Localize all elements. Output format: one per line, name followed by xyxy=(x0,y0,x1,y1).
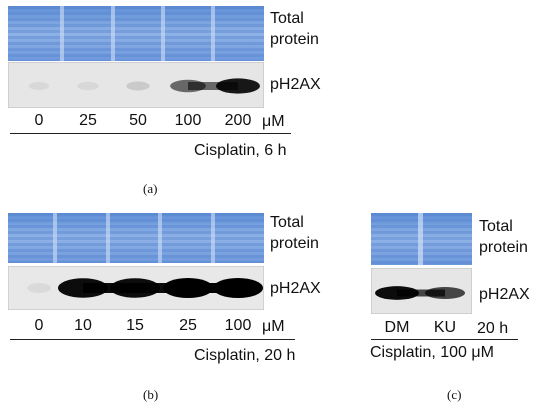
treatment-label-a: Cisplatin, 6 h xyxy=(194,142,287,159)
total-protein-blot-c xyxy=(371,213,472,265)
ph2ax-band xyxy=(28,81,50,91)
lane-label: 15 xyxy=(126,317,144,334)
unit-label-a: μM xyxy=(262,113,285,130)
lane-label: KU xyxy=(433,319,457,336)
caption-c: (c) xyxy=(447,387,462,402)
caption-a: (a) xyxy=(143,181,158,196)
marker-label-c: pH2AX xyxy=(479,286,530,303)
treatment-label-b: Cisplatin, 20 h xyxy=(194,347,296,364)
lane-label: 25 xyxy=(79,112,97,129)
total-protein-label-line1: Total xyxy=(270,10,304,27)
ph2ax-band xyxy=(77,81,99,91)
total-protein-blot-b xyxy=(8,213,264,263)
total-protein-label-line1-c: Total xyxy=(479,218,513,235)
ph2ax-blot-a xyxy=(8,62,264,108)
lane-label: 100 xyxy=(224,317,252,334)
lane-label: 0 xyxy=(34,112,44,129)
marker-label-a: pH2AX xyxy=(270,76,321,93)
total-protein-label-line2: protein xyxy=(270,31,319,48)
caption-b: (b) xyxy=(143,387,159,402)
lane-label: 10 xyxy=(74,317,92,334)
lane-label: 0 xyxy=(34,317,44,334)
total-protein-label-line2-c: protein xyxy=(479,239,528,256)
lane-label: 100 xyxy=(174,112,202,129)
lane-label: 50 xyxy=(129,112,147,129)
marker-label-b: pH2AX xyxy=(270,280,321,297)
ph2ax-band xyxy=(27,282,51,294)
separator-line-c xyxy=(371,339,518,340)
ph2ax-band-smear xyxy=(83,283,135,293)
ph2ax-blot-c xyxy=(371,268,472,314)
ph2ax-blot-b xyxy=(8,266,264,310)
time-label-c: 20 h xyxy=(477,320,509,337)
total-protein-label-line2-b: protein xyxy=(270,235,319,252)
separator-line-b xyxy=(10,339,295,340)
separator-line-a xyxy=(10,133,291,134)
treatment-label-c: Cisplatin, 100 μM xyxy=(370,344,494,361)
total-protein-blot-a xyxy=(8,6,264,61)
ph2ax-band-smear xyxy=(188,82,238,90)
ph2ax-band-smear xyxy=(135,283,188,293)
ph2ax-band-smear xyxy=(397,289,445,297)
lane-label: DM xyxy=(384,319,410,336)
ph2ax-band-smear xyxy=(188,283,238,293)
unit-label-b: μM xyxy=(262,318,285,335)
total-protein-label-line1-b: Total xyxy=(270,214,304,231)
lane-label: 200 xyxy=(224,112,252,129)
lane-label: 25 xyxy=(179,317,197,334)
ph2ax-band xyxy=(126,81,150,91)
